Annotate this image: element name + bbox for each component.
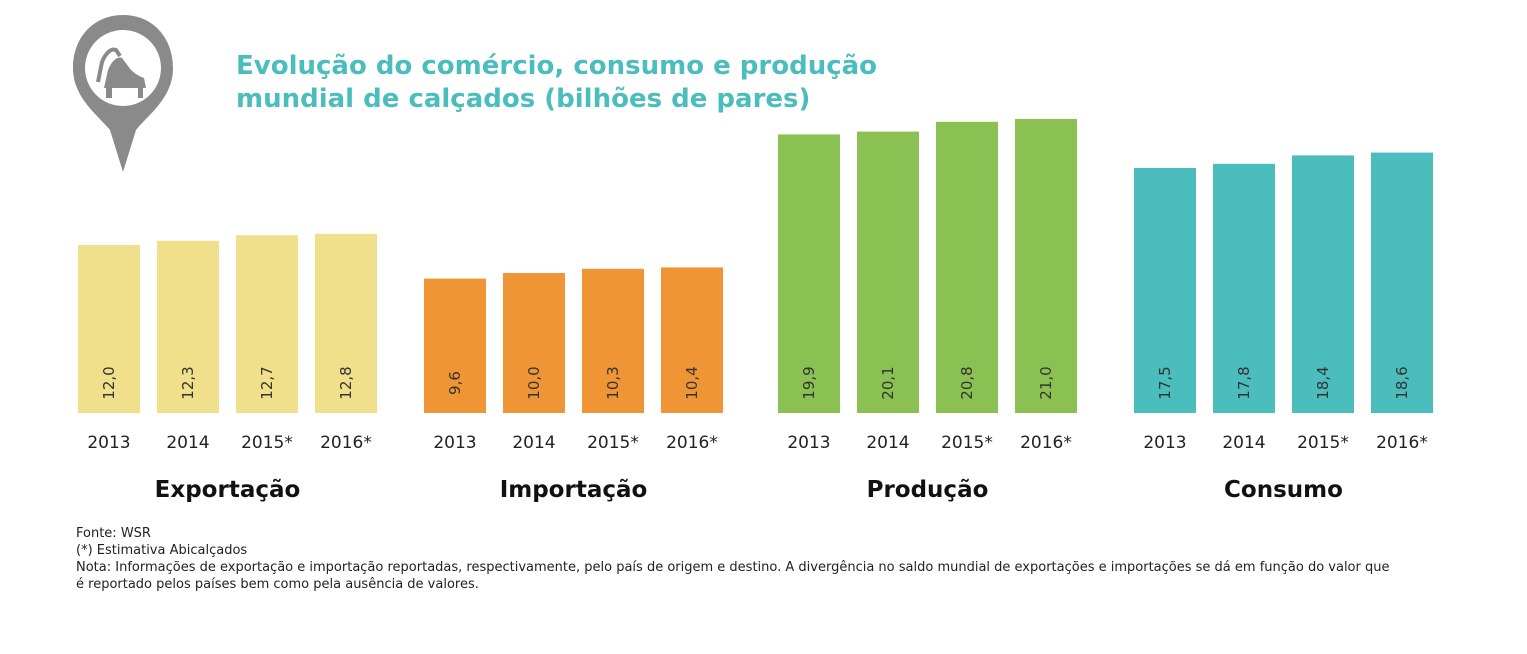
bar-value-label: 12,0 bbox=[100, 366, 118, 399]
bar bbox=[857, 131, 919, 413]
x-tick-label: 2015* bbox=[241, 433, 293, 453]
x-tick-label: 2015* bbox=[941, 433, 993, 453]
bar bbox=[78, 245, 140, 413]
group-label: Consumo bbox=[1224, 477, 1343, 503]
estimate-note: (*) Estimativa Abicalçados bbox=[76, 543, 248, 558]
x-tick-label: 2014 bbox=[866, 433, 909, 453]
bar bbox=[424, 278, 486, 413]
x-tick-label: 2016* bbox=[1020, 433, 1072, 453]
footnotes: Fonte: WSR (*) Estimativa Abicalçados No… bbox=[76, 525, 1396, 593]
disclaimer-note: Nota: Informações de exportação e import… bbox=[76, 560, 1390, 592]
bar-value-label: 9,6 bbox=[446, 371, 464, 395]
group-label: Produção bbox=[867, 477, 989, 503]
bar-value-label: 12,3 bbox=[179, 366, 197, 399]
bar-value-label: 18,6 bbox=[1393, 366, 1411, 399]
x-tick-label: 2016* bbox=[666, 433, 718, 453]
bar bbox=[503, 273, 565, 413]
bar bbox=[1134, 168, 1196, 413]
x-tick-label: 2015* bbox=[1297, 433, 1349, 453]
bar-value-label: 12,8 bbox=[337, 366, 355, 399]
bar-value-label: 20,1 bbox=[879, 366, 897, 399]
x-tick-label: 2014 bbox=[1222, 433, 1265, 453]
bar bbox=[1371, 152, 1433, 413]
bar-value-label: 18,4 bbox=[1314, 366, 1332, 399]
bar bbox=[157, 240, 219, 413]
bar bbox=[1015, 119, 1077, 413]
bar-value-label: 10,4 bbox=[683, 366, 701, 399]
x-tick-label: 2015* bbox=[587, 433, 639, 453]
bar-value-label: 21,0 bbox=[1037, 366, 1055, 399]
x-tick-label: 2013 bbox=[433, 433, 476, 453]
group-label: Importação bbox=[500, 477, 648, 503]
bar bbox=[778, 134, 840, 413]
bar bbox=[936, 121, 998, 414]
x-tick-label: 2016* bbox=[1376, 433, 1428, 453]
bar bbox=[1292, 155, 1354, 413]
bar bbox=[582, 268, 644, 413]
shoe-pin-icon bbox=[73, 15, 173, 172]
x-tick-label: 2016* bbox=[320, 433, 372, 453]
x-tick-label: 2013 bbox=[87, 433, 130, 453]
x-tick-label: 2014 bbox=[166, 433, 209, 453]
bar bbox=[661, 267, 723, 413]
bar bbox=[315, 233, 377, 413]
bar-value-label: 20,8 bbox=[958, 366, 976, 399]
bar-value-label: 17,8 bbox=[1235, 366, 1253, 399]
bar-value-label: 10,0 bbox=[525, 366, 543, 399]
x-tick-label: 2014 bbox=[512, 433, 555, 453]
source-note: Fonte: WSR bbox=[76, 526, 151, 541]
chart-title: Evolução do comércio, consumo e produção… bbox=[236, 51, 878, 114]
bar-value-label: 10,3 bbox=[604, 366, 622, 399]
bar bbox=[1213, 163, 1275, 413]
bar-value-label: 12,7 bbox=[258, 366, 276, 399]
x-tick-label: 2013 bbox=[1143, 433, 1186, 453]
bar-value-label: 19,9 bbox=[800, 366, 818, 399]
bar-value-label: 17,5 bbox=[1156, 366, 1174, 399]
x-tick-label: 2013 bbox=[787, 433, 830, 453]
group-label: Exportação bbox=[155, 477, 301, 503]
bar bbox=[236, 235, 298, 413]
